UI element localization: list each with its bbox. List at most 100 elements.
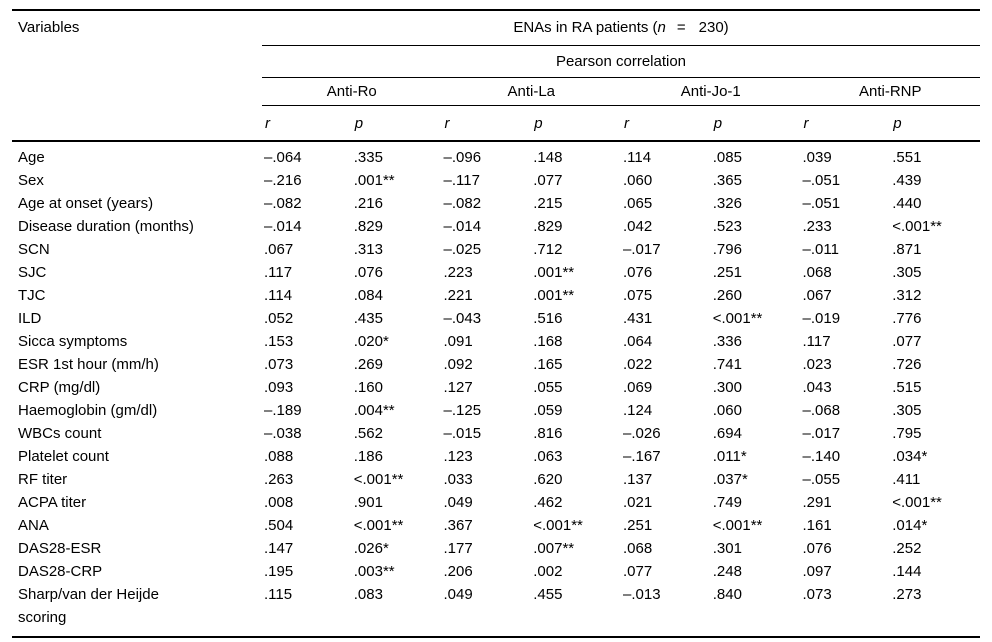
data-cell: .301: [712, 540, 742, 557]
group-header-row: Anti-Ro Anti-La Anti-Jo-1 Anti-RNP: [12, 77, 980, 106]
row-label: Platelet count: [18, 448, 109, 465]
data-cell: –.038: [264, 425, 302, 442]
data-cell: .269: [353, 356, 383, 373]
data-cell: .153: [264, 333, 294, 350]
data-cell: .365: [712, 172, 742, 189]
header-row-pearson: Pearson correlation: [12, 45, 980, 78]
data-cell: –.017: [623, 241, 661, 258]
data-cell: .144: [892, 563, 922, 580]
n-symbol: n: [657, 19, 666, 36]
data-cell: .063: [533, 448, 563, 465]
data-cell: –.025: [443, 241, 482, 258]
data-cell: .033: [443, 471, 473, 488]
data-cell: <.001**: [712, 310, 763, 327]
data-cell: .124: [623, 402, 653, 419]
data-cell: .085: [712, 149, 742, 166]
data-cell: .011*: [712, 448, 747, 465]
table-row: ACPA titer .008 .901 .049 .462 .021 .749 .291 <.…: [12, 491, 980, 514]
data-cell: –.043: [443, 310, 482, 327]
data-cell: –.064: [264, 149, 302, 166]
data-cell: .367: [443, 517, 473, 534]
data-cell: .039: [802, 149, 832, 166]
data-cell: .829: [533, 218, 563, 235]
group-header-anti-jo-1: Anti-Jo-1: [621, 77, 801, 106]
data-cell: .123: [443, 448, 473, 465]
data-cell: .064: [623, 333, 653, 350]
data-cell: .216: [353, 195, 383, 212]
row-label: SJC: [18, 264, 47, 281]
data-cell: .076: [802, 540, 832, 557]
data-cell: –.051: [802, 172, 841, 189]
data-cell: –.082: [264, 195, 302, 212]
data-cell: .439: [892, 172, 922, 189]
data-cell: –.017: [802, 425, 841, 442]
table-row: SJC .117 .076 .223 .001** .076 .251 .068 .305: [12, 261, 980, 284]
data-cell: .165: [533, 356, 563, 373]
row-label: ILD: [18, 310, 42, 327]
data-cell: .462: [533, 494, 563, 511]
data-cell: .001**: [533, 264, 575, 281]
data-cell: .023: [802, 356, 832, 373]
row-label: Sharp/van der Heijde scoring: [12, 583, 262, 638]
row-label: RF titer: [18, 471, 68, 488]
data-cell: .776: [892, 310, 922, 327]
data-cell: .114: [623, 149, 652, 166]
data-cell: .523: [712, 218, 742, 235]
data-cell: .067: [802, 287, 832, 304]
data-cell: .049: [443, 494, 473, 511]
data-cell: <.001**: [353, 471, 404, 488]
data-cell: .042: [623, 218, 653, 235]
data-cell: .248: [712, 563, 742, 580]
data-cell: .114: [264, 287, 293, 304]
data-cell: .043: [802, 379, 832, 396]
table-row: Disease duration (months) –.014 .829 –.014.…: [12, 215, 980, 238]
table-header: Variables ENAs in RA patients (n = 230) Pe…: [12, 9, 980, 142]
row-label: ACPA titer: [18, 494, 87, 511]
data-cell: .840: [710, 583, 801, 638]
data-cell: .077: [892, 333, 922, 350]
table-row: DAS28-ESR .147 .026* .177 .007** .068 .301 .076…: [12, 537, 980, 560]
table-row: ANA .504 <.001** .367 <.001** .251 <.001** .161…: [12, 514, 980, 537]
equals-sign: =: [676, 19, 686, 36]
data-cell: .335: [353, 149, 383, 166]
ena-header-prefix: ENAs in RA patients (: [513, 19, 658, 36]
row-label: ANA: [18, 517, 49, 534]
data-cell: <.001**: [533, 517, 583, 534]
data-cell: .049: [441, 583, 532, 638]
data-cell: –.140: [802, 448, 841, 465]
subcol-header-p-anti-jo-1: p: [710, 105, 801, 142]
data-cell: .795: [892, 425, 922, 442]
data-cell: –.051: [802, 195, 841, 212]
data-cell: .002: [533, 563, 563, 580]
data-cell: .186: [353, 448, 383, 465]
data-cell: .077: [623, 563, 653, 580]
data-cell: .551: [892, 149, 922, 166]
row-label: DAS28-CRP: [18, 563, 103, 580]
data-cell: .147: [264, 540, 294, 557]
ena-span-header: ENAs in RA patients (n = 230): [262, 9, 980, 46]
row-label: Sex: [18, 172, 44, 189]
table-row: ESR 1st hour (mm/h) .073 .269 .092 .165 .022.…: [12, 353, 980, 376]
data-cell: .055: [533, 379, 563, 396]
data-cell: .008: [264, 494, 294, 511]
data-cell: –.189: [264, 402, 302, 419]
data-cell: .069: [623, 379, 653, 396]
data-cell: .091: [443, 333, 473, 350]
row-label: Age at onset (years): [18, 195, 154, 212]
data-cell: <.001**: [892, 218, 942, 235]
table-row: TJC .114 .084 .221 .001** .075 .260 .067 .312: [12, 284, 980, 307]
data-cell: .097: [802, 563, 832, 580]
table-row: Sex –.216 .001** –.117 .077 .060 .365 –.051 .439: [12, 169, 980, 192]
subcol-header-r-anti-jo-1: r: [621, 105, 711, 142]
row-label: ESR 1st hour (mm/h): [18, 356, 159, 373]
data-cell: .161: [802, 517, 832, 534]
data-cell: .273: [890, 583, 980, 638]
data-cell: .092: [443, 356, 473, 373]
data-cell: –.117: [443, 172, 480, 189]
data-cell: –.167: [623, 448, 661, 465]
data-cell: .694: [712, 425, 742, 442]
data-cell: .435: [353, 310, 383, 327]
data-cell: .117: [264, 264, 293, 281]
data-cell: .077: [533, 172, 563, 189]
